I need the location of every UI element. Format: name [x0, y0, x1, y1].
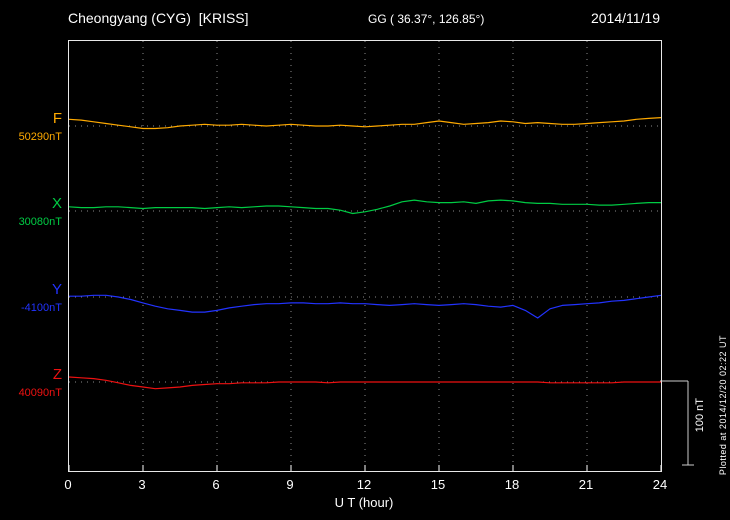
- x-tick-label-0: 0: [64, 477, 72, 492]
- scale-bar: [660, 380, 694, 466]
- series-name-Y: Y: [51, 281, 62, 298]
- geo-coordinates: GG ( 36.37°, 126.85°): [368, 12, 485, 26]
- plotted-timestamp: Plotted at 2014/12/20 02:22 UT: [718, 334, 728, 475]
- series-baseline-value-X: 30080nT: [18, 216, 62, 228]
- x-tick-label-9: 9: [286, 477, 294, 492]
- x-tick-label-6: 6: [212, 477, 220, 492]
- series-name-F: F: [52, 110, 62, 127]
- plot-date: 2014/11/19: [590, 10, 660, 26]
- x-tick-label-18: 18: [504, 477, 520, 492]
- series-baseline-value-Y: -4100nT: [21, 302, 62, 314]
- trace-Y: [69, 294, 661, 319]
- trace-Z: [69, 376, 661, 390]
- x-tick-label-21: 21: [578, 477, 594, 492]
- series-baseline-value-Z: 40090nT: [18, 387, 62, 399]
- series-name-X: X: [51, 195, 62, 212]
- x-tick-label-15: 15: [430, 477, 446, 492]
- x-tick-label-12: 12: [356, 477, 372, 492]
- series-name-Z: Z: [52, 366, 62, 383]
- plot-frame: [68, 40, 662, 472]
- trace-X: [69, 199, 661, 215]
- series-baseline-value-F: 50290nT: [18, 131, 62, 143]
- x-tick-label-3: 3: [138, 477, 146, 492]
- x-axis-title: U T (hour): [334, 495, 394, 510]
- trace-F: [69, 117, 661, 130]
- x-tick-label-24: 24: [652, 477, 668, 492]
- station-title: Cheongyang (CYG) [KRISS]: [68, 10, 249, 26]
- scale-bar-label: 100 nT: [694, 398, 706, 433]
- plot-canvas: [69, 41, 661, 471]
